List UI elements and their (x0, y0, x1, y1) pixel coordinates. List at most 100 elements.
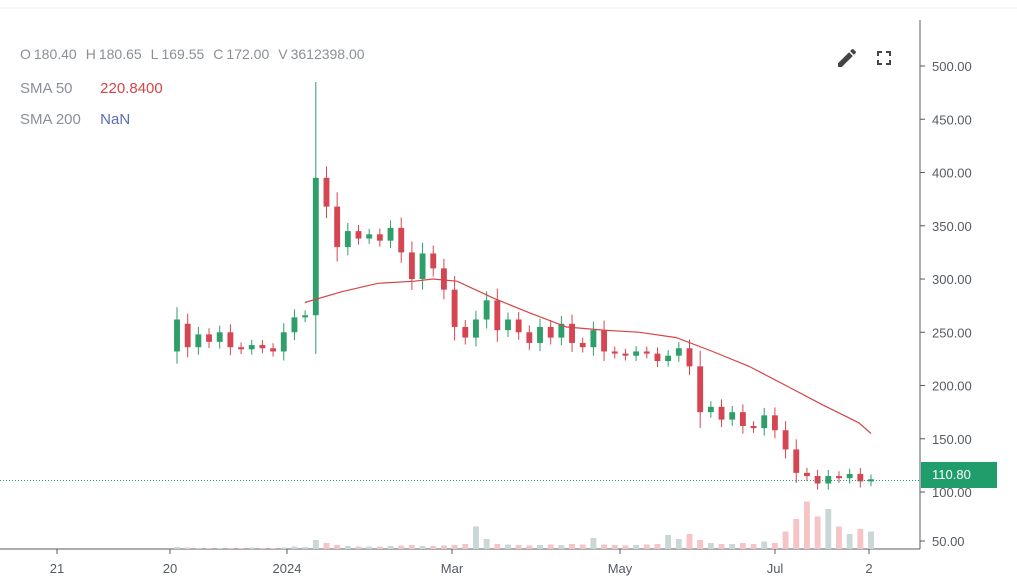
volume-bar (473, 526, 479, 549)
ohlcv-key: H (85, 46, 96, 62)
candle-body (750, 426, 757, 429)
y-tick-label: 200.00 (932, 379, 972, 394)
candle-body (398, 227, 405, 253)
candle-body (227, 332, 234, 348)
ohlcv-legend: O 180.40 H 180.65 L 169.55 C 172.00 V 3612398.00 (20, 46, 374, 62)
sma200-legend: SMA 200 NaN (20, 111, 130, 128)
y-tick-label: 50.00 (932, 534, 965, 549)
candle-body (761, 415, 768, 429)
sma50-line (304, 278, 872, 434)
volume-bar (419, 546, 426, 549)
y-tick-label: 250.00 (932, 325, 972, 340)
candle-body (334, 206, 341, 248)
ohlcv-value: 172.00 (226, 46, 270, 62)
volume-bar (355, 546, 362, 549)
candle-body (419, 253, 426, 280)
candle-body (718, 406, 725, 420)
volume-bar (579, 544, 586, 549)
sma50-name: SMA 50 (20, 80, 73, 97)
volume-bar (483, 539, 490, 549)
volume-bar (291, 546, 298, 549)
sma50-legend: SMA 50 220.8400 (20, 80, 163, 97)
candle-body (387, 227, 394, 241)
volume-bar (868, 531, 874, 549)
volume-bar (707, 543, 714, 549)
volume-bar (739, 543, 746, 549)
candle-body (323, 177, 330, 207)
ohlcv-value: 180.40 (33, 46, 77, 62)
candle-body (430, 253, 437, 269)
candle-body (302, 315, 309, 318)
candle-body (729, 412, 736, 420)
volume-bar (259, 548, 266, 549)
expand-icon[interactable] (872, 46, 896, 70)
sma200-value: NaN (100, 111, 131, 128)
candle-body (344, 231, 351, 248)
volume-bar (622, 545, 629, 549)
x-tick-label: May (608, 561, 633, 576)
candle-body (804, 472, 810, 477)
x-tick-label: 2 (865, 561, 872, 576)
y-tick-label: 300.00 (932, 272, 972, 287)
candle-body (793, 449, 800, 473)
candle-body (868, 479, 874, 482)
candle-body (622, 353, 629, 356)
volume-bar (675, 539, 682, 549)
volume-bar (398, 545, 405, 549)
candle-body (675, 348, 682, 356)
volume-bar (718, 544, 725, 549)
candle-body (857, 473, 864, 482)
candle-body (440, 268, 447, 290)
candle-body (174, 319, 180, 352)
candle-body (771, 415, 778, 431)
volume-bar (558, 545, 565, 549)
volume-bar (344, 546, 351, 549)
candle-body (537, 326, 543, 343)
volume-bar (216, 548, 223, 549)
volume-bar (782, 531, 789, 549)
x-tick-label: Jul (767, 561, 784, 576)
candle-body (366, 234, 373, 239)
volume-bar (376, 546, 383, 549)
candle-body (643, 351, 650, 354)
candle-body (526, 332, 533, 343)
volume-bar (238, 548, 244, 549)
candle-body (259, 345, 266, 349)
volume-bar (323, 543, 330, 549)
volume-bar (206, 548, 212, 549)
pencil-icon[interactable] (835, 46, 859, 70)
candle-body (697, 366, 704, 413)
candle-body (270, 348, 277, 352)
volume-bar (174, 547, 180, 549)
ohlcv-key: O (20, 46, 31, 62)
candle-body (825, 476, 832, 484)
candle-body (462, 326, 469, 338)
candle-body (654, 353, 661, 362)
y-tick-label: 150.00 (932, 432, 972, 447)
volume-bar (270, 548, 277, 549)
candle-body (355, 231, 362, 239)
candle-body (376, 234, 383, 241)
volume-bar (302, 547, 309, 549)
candle-body (451, 289, 458, 327)
volume-bar (569, 544, 575, 549)
volume-bar (408, 545, 415, 549)
volume-bar (547, 544, 554, 549)
ohlcv-value: 169.55 (161, 46, 205, 62)
volume-bar (334, 545, 341, 549)
volume-bar (825, 509, 832, 549)
volume-bar (280, 547, 287, 549)
volume-bar (430, 546, 437, 549)
volume-bar (195, 548, 202, 549)
y-tick-label: 350.00 (932, 219, 972, 234)
candle-body (590, 330, 597, 348)
volume-bar (761, 541, 768, 549)
volume-bar (184, 547, 191, 549)
candle-body (782, 430, 789, 450)
y-tick-label: 400.00 (932, 166, 972, 181)
candle-body (494, 300, 501, 331)
volume-bar (227, 548, 234, 549)
volume-bar (665, 535, 672, 549)
